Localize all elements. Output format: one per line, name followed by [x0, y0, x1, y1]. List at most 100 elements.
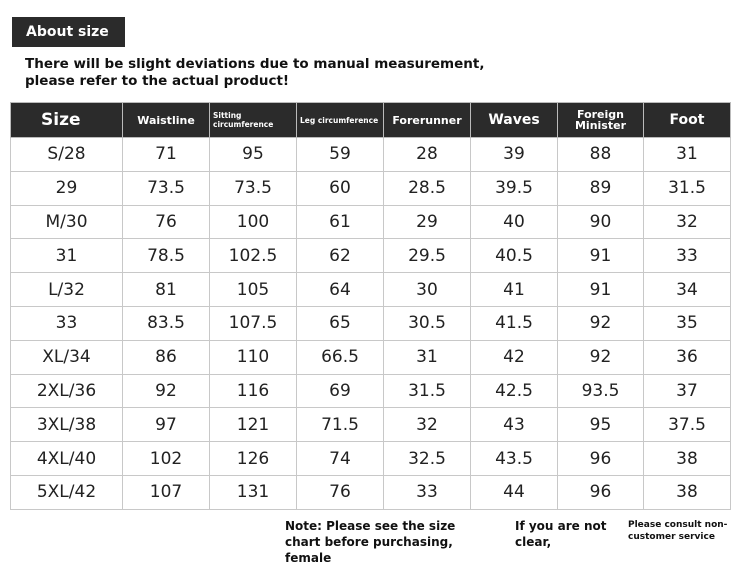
table-cell: 73.5	[209, 170, 297, 206]
table-row: 3XL/38 97 121 71.5 32 43 95 37.5	[10, 407, 731, 443]
table-cell: 37.5	[643, 407, 731, 443]
table-cell: 37	[643, 373, 731, 409]
table-row: M/30 76 100 61 29 40 90 32	[10, 204, 731, 240]
table-cell: 38	[643, 474, 731, 510]
table-cell: 43	[470, 407, 558, 443]
table-cell: 92	[557, 339, 644, 375]
table-row: XL/34 86 110 66.5 31 42 92 36	[10, 339, 731, 375]
table-cell: 102	[122, 441, 210, 476]
table-cell: 4XL/40	[10, 441, 123, 476]
table-cell: 100	[209, 204, 297, 240]
table-row: 33 83.5 107.5 65 30.5 41.5 92 35	[10, 305, 731, 341]
size-table: Size Waistline Sitting circumference Leg ci…	[10, 102, 731, 510]
column-header: Sitting circumference	[209, 102, 297, 138]
column-header: Size	[10, 102, 123, 138]
table-row: 31 78.5 102.5 62 29.5 40.5 91 33	[10, 238, 731, 274]
table-cell: 35	[643, 305, 731, 341]
table-cell: 40	[470, 204, 558, 240]
table-cell: 102.5	[209, 238, 297, 274]
table-cell: 41	[470, 272, 558, 307]
subtitle: There will be slight deviations due to m…	[25, 56, 485, 89]
table-cell: 31	[643, 137, 731, 172]
table-cell: 32.5	[383, 441, 471, 476]
table-cell: 76	[122, 204, 210, 240]
table-cell: XL/34	[10, 339, 123, 375]
table-cell: 92	[557, 305, 644, 341]
table-cell: 64	[296, 272, 384, 307]
table-cell: 92	[122, 373, 210, 409]
table-row: S/28 71 95 59 28 39 88 31	[10, 137, 731, 172]
table-cell: 71.5	[296, 407, 384, 443]
table-cell: 39	[470, 137, 558, 172]
table-cell: 38	[643, 441, 731, 476]
table-cell: 95	[209, 137, 297, 172]
table-cell: 71	[122, 137, 210, 172]
table-cell: 42.5	[470, 373, 558, 409]
column-header: Foot	[643, 102, 731, 138]
table-cell: 65	[296, 305, 384, 341]
table-cell: 126	[209, 441, 297, 476]
table-cell: 81	[122, 272, 210, 307]
table-cell: 29	[383, 204, 471, 240]
column-header: Forerunner	[383, 102, 471, 138]
table-cell: 62	[296, 238, 384, 274]
table-cell: 28.5	[383, 170, 471, 206]
table-cell: 96	[557, 441, 644, 476]
table-cell: 31	[10, 238, 123, 274]
table-cell: 116	[209, 373, 297, 409]
table-cell: 61	[296, 204, 384, 240]
table-cell: M/30	[10, 204, 123, 240]
table-cell: 42	[470, 339, 558, 375]
table-cell: 78.5	[122, 238, 210, 274]
table-cell: 30.5	[383, 305, 471, 341]
table-cell: L/32	[10, 272, 123, 307]
table-body: S/28 71 95 59 28 39 88 31 29 73.5 73.5 60 28.5 39.5 89…	[10, 137, 731, 510]
table-cell: 76	[296, 474, 384, 510]
table-cell: 110	[209, 339, 297, 375]
table-cell: 91	[557, 238, 644, 274]
table-cell: S/28	[10, 137, 123, 172]
table-cell: 28	[383, 137, 471, 172]
table-cell: 29.5	[383, 238, 471, 274]
table-cell: 2XL/36	[10, 373, 123, 409]
table-cell: 33	[10, 305, 123, 341]
table-cell: 33	[383, 474, 471, 510]
table-cell: 31	[383, 339, 471, 375]
consult-note: Please consult non-customer service	[628, 520, 728, 542]
table-cell: 73.5	[122, 170, 210, 206]
table-cell: 91	[557, 272, 644, 307]
table-row: 2XL/36 92 116 69 31.5 42.5 93.5 37	[10, 373, 731, 409]
table-cell: 69	[296, 373, 384, 409]
table-cell: 40.5	[470, 238, 558, 274]
table-cell: 32	[383, 407, 471, 443]
table-cell: 86	[122, 339, 210, 375]
table-cell: 59	[296, 137, 384, 172]
table-row: 4XL/40 102 126 74 32.5 43.5 96 38	[10, 441, 731, 476]
table-cell: 66.5	[296, 339, 384, 375]
table-cell: 107	[122, 474, 210, 510]
table-cell: 97	[122, 407, 210, 443]
table-cell: 95	[557, 407, 644, 443]
table-cell: 88	[557, 137, 644, 172]
table-row: 29 73.5 73.5 60 28.5 39.5 89 31.5	[10, 170, 731, 206]
table-cell: 36	[643, 339, 731, 375]
table-cell: 31.5	[643, 170, 731, 206]
table-cell: 121	[209, 407, 297, 443]
table-cell: 39.5	[470, 170, 558, 206]
table-cell: 29	[10, 170, 123, 206]
table-cell: 33	[643, 238, 731, 274]
table-cell: 41.5	[470, 305, 558, 341]
column-header: Leg circumference	[296, 102, 384, 138]
table-cell: 131	[209, 474, 297, 510]
table-cell: 107.5	[209, 305, 297, 341]
table-cell: 74	[296, 441, 384, 476]
table-cell: 34	[643, 272, 731, 307]
table-cell: 31.5	[383, 373, 471, 409]
table-cell: 90	[557, 204, 644, 240]
header-row: Size Waistline Sitting circumference Leg ci…	[10, 102, 731, 138]
table-cell: 105	[209, 272, 297, 307]
column-header: Waves	[470, 102, 558, 138]
table-row: L/32 81 105 64 30 41 91 34	[10, 272, 731, 307]
table-cell: 89	[557, 170, 644, 206]
